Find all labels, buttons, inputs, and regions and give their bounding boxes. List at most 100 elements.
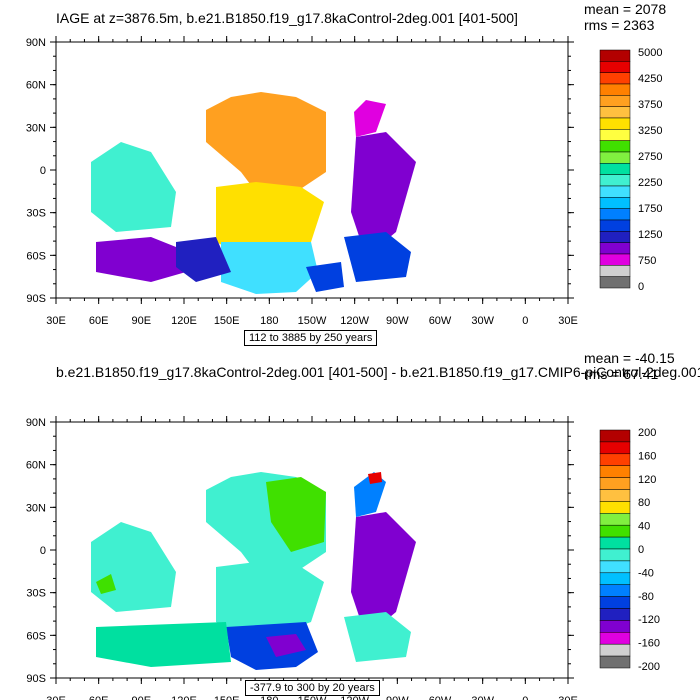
colorbar-swatch <box>599 219 631 232</box>
panel1-title: IAGE at z=3876.5m, b.e21.B1850.f19_g17.8… <box>56 10 518 26</box>
panel2-colorbar: 200 160 120 80 40 0 -40 -80 -120 -160 -200 <box>599 427 660 673</box>
panel1-colorbar: 5000 4250 3750 3250 2750 2250 1750 1250 750 0 <box>599 47 662 293</box>
colorbar-swatch <box>599 596 631 609</box>
colorbar-swatch <box>599 72 631 85</box>
x-tick-label: 150E <box>214 315 240 327</box>
colorbar-swatch <box>599 106 631 119</box>
region-southern-band <box>96 622 231 667</box>
y-tick-label: 90S <box>26 293 46 305</box>
x-tick-label: 30E <box>46 315 66 327</box>
panel1-rms: rms = 2363 <box>584 17 655 33</box>
region-north-pacific-east <box>266 477 326 552</box>
colorbar-label: -160 <box>638 638 660 650</box>
colorbar-label: 750 <box>638 255 656 267</box>
colorbar-swatch <box>599 536 631 550</box>
y-tick-label: 90N <box>26 417 46 429</box>
panel2-map: 30E 60E 90E 120E 150E 180 150W 120W 90W 60W 30W 0 30… <box>26 416 660 700</box>
colorbar-swatch <box>599 608 631 621</box>
x-tick-label: 180 <box>260 315 278 327</box>
colorbar-swatch <box>599 501 631 514</box>
x-tick-label: 30E <box>46 695 66 700</box>
colorbar-label: 1250 <box>638 229 662 241</box>
colorbar-label: 3750 <box>638 99 662 111</box>
region-atlantic <box>351 512 416 637</box>
colorbar-swatch <box>599 620 631 633</box>
colorbar-swatch <box>599 49 631 62</box>
panel1-plot: 30E 60E 90E 120E 150E 180 150W 120W 90W 60W 30W 0 30… <box>26 36 578 327</box>
region-indian-ocean <box>91 142 176 232</box>
y-tick-label: 0 <box>40 545 46 557</box>
x-tick-label: 30W <box>471 315 494 327</box>
x-tick-label: 30W <box>471 695 494 700</box>
colorbar-label: 0 <box>638 544 644 556</box>
colorbar-swatch <box>599 129 631 141</box>
y-tick-label: 30S <box>26 208 46 220</box>
y-tick-label: 30N <box>26 502 46 514</box>
y-tick-label: 90S <box>26 673 46 685</box>
region-atlantic-south <box>344 612 411 662</box>
x-tick-label: 120E <box>171 315 197 327</box>
x-tick-label: 120E <box>171 695 197 700</box>
colorbar-swatch <box>599 655 631 669</box>
region-tropical-pacific <box>216 562 324 642</box>
x-tick-label: 0 <box>522 695 528 700</box>
panel2-plot: 30E 60E 90E 120E 150E 180 150W 120W 90W 60W 30W 0 30… <box>26 416 578 700</box>
colorbar-label: 40 <box>638 521 650 533</box>
colorbar-swatch <box>599 140 631 153</box>
colorbar-label: 3250 <box>638 125 662 137</box>
y-tick-label: 60N <box>26 460 46 472</box>
colorbar-swatch <box>599 643 631 657</box>
y-tick-label: 60S <box>26 250 46 262</box>
colorbar-label: 80 <box>638 497 650 509</box>
region-atlantic-north <box>354 100 386 137</box>
colorbar-label: 2250 <box>638 177 662 189</box>
colorbar-swatch <box>599 242 631 255</box>
colorbar-swatch <box>599 632 631 645</box>
colorbar-swatch <box>599 197 631 209</box>
colorbar-label: 2750 <box>638 151 662 163</box>
colorbar-swatch <box>599 477 631 490</box>
y-tick-label: 60N <box>26 80 46 92</box>
colorbar-swatch <box>599 117 631 130</box>
colorbar-swatch <box>599 489 631 502</box>
panel1-range-note: 112 to 3885 by 250 years <box>244 330 378 346</box>
x-tick-label: 150E <box>214 695 240 700</box>
colorbar-swatch <box>599 465 631 478</box>
region-south-pacific <box>221 242 318 294</box>
colorbar-swatch <box>599 560 631 574</box>
colorbar-label: 1750 <box>638 203 662 215</box>
y-tick-label: 90N <box>26 37 46 49</box>
colorbar-swatch <box>599 95 631 107</box>
x-tick-label: 90W <box>386 695 409 700</box>
x-tick-label: 120W <box>340 315 369 327</box>
region-atlantic <box>351 132 416 257</box>
x-tick-label: 0 <box>522 315 528 327</box>
colorbar-label: -120 <box>638 614 660 626</box>
colorbar-swatch <box>599 174 631 187</box>
x-tick-label: 60W <box>429 315 452 327</box>
region-atlantic-hot <box>368 472 382 484</box>
colorbar-swatch <box>599 61 631 73</box>
x-tick-label: 30E <box>558 315 578 327</box>
colorbar-swatch <box>599 524 631 538</box>
colorbar-swatch <box>599 276 631 289</box>
colorbar-label: 160 <box>638 450 656 462</box>
colorbar-label: -80 <box>638 591 654 603</box>
x-tick-label: 150W <box>298 695 327 700</box>
x-tick-label: 90E <box>132 315 152 327</box>
colorbar-label: 5000 <box>638 47 662 59</box>
panel2-range-note: -377.9 to 300 by 20 years <box>245 680 380 696</box>
region-south-pacific-core <box>266 634 306 657</box>
colorbar-label: -200 <box>638 661 660 673</box>
colorbar-swatch <box>599 453 631 466</box>
colorbar-swatch <box>599 83 631 96</box>
region-southern-band-west <box>96 237 186 282</box>
region-atlantic-south <box>344 232 411 282</box>
colorbar-swatch <box>599 265 631 277</box>
region-southern-band-east <box>176 237 231 282</box>
colorbar-swatch <box>599 253 631 266</box>
colorbar-swatch <box>599 151 631 164</box>
x-tick-label: 180 <box>260 695 278 700</box>
colorbar-swatch <box>599 208 631 221</box>
panel2-title: b.e21.B1850.f19_g17.8kaControl-2deg.001 … <box>56 364 700 380</box>
